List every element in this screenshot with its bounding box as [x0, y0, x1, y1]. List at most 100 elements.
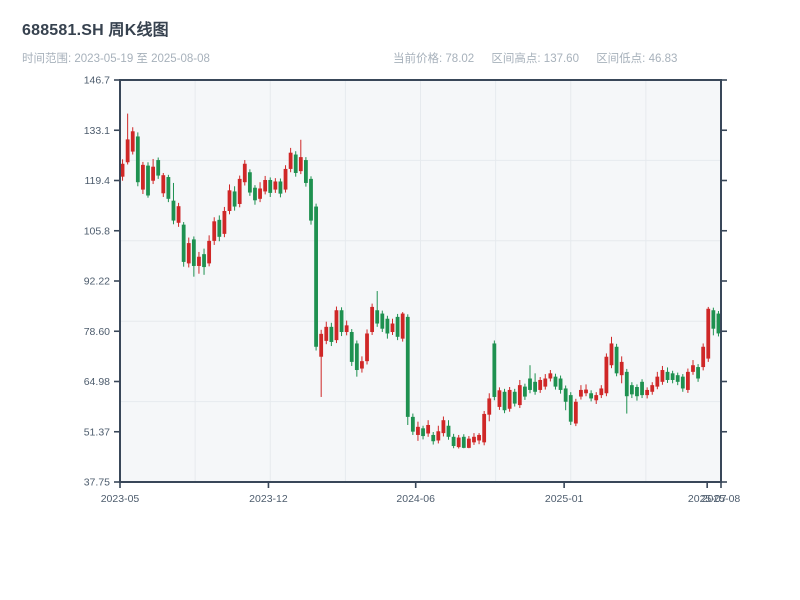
- candle-body: [273, 181, 278, 190]
- candle-down: [309, 176, 313, 225]
- candle-up: [360, 356, 364, 373]
- candle-down: [304, 157, 308, 187]
- candle-up: [237, 175, 242, 208]
- candle-body: [441, 420, 446, 434]
- candle-down: [589, 390, 594, 402]
- candle-body: [395, 316, 400, 337]
- candle-up: [472, 433, 476, 445]
- candle-down: [405, 314, 410, 425]
- candle-down: [314, 203, 318, 351]
- candle-body: [227, 190, 232, 211]
- candle-body: [416, 426, 420, 435]
- y-tick-label: 37.75: [84, 477, 110, 489]
- candle-body: [146, 165, 150, 196]
- candle-up: [619, 356, 624, 384]
- candle-body: [528, 378, 532, 390]
- candle-down: [191, 236, 196, 277]
- candle-body: [706, 308, 711, 359]
- candle-up: [242, 160, 247, 186]
- candle-body: [161, 175, 166, 194]
- candle-body: [349, 332, 354, 362]
- candle-down: [614, 343, 619, 377]
- candle-up: [645, 387, 650, 399]
- candle-up: [482, 410, 487, 446]
- candle-body: [283, 168, 288, 190]
- candle-body: [186, 243, 191, 264]
- candle-up: [584, 384, 588, 397]
- candle-down: [247, 169, 252, 196]
- candle-body: [512, 391, 517, 404]
- candle-down: [395, 313, 400, 341]
- candle-up: [609, 336, 614, 369]
- candle-up: [594, 392, 599, 404]
- range-low: 区间低点: 46.83: [596, 53, 678, 65]
- candle-down: [146, 162, 150, 198]
- candle-body: [324, 326, 329, 341]
- candle-body: [258, 188, 262, 199]
- candle-body: [314, 206, 318, 347]
- candle-down: [640, 379, 644, 399]
- candle-down: [232, 186, 237, 211]
- candle-down: [166, 174, 171, 203]
- candle-up: [538, 377, 543, 393]
- candle-down: [523, 383, 527, 400]
- candle-body: [120, 163, 125, 177]
- candle-body: [242, 163, 247, 183]
- candle-down: [629, 382, 634, 399]
- candle-up: [701, 343, 706, 371]
- candle-up: [151, 158, 156, 185]
- candle-down: [293, 151, 298, 177]
- candle-down: [354, 340, 359, 377]
- candle-up: [370, 303, 375, 335]
- candle-up: [400, 312, 405, 342]
- candle-up: [466, 436, 471, 449]
- candle-up: [416, 421, 420, 441]
- candle-body: [594, 395, 599, 401]
- x-tick-label: 2023-05: [101, 493, 140, 505]
- candle-up: [426, 420, 431, 437]
- candle-body: [141, 164, 145, 190]
- y-tick-label: 119.4: [85, 175, 111, 187]
- candle-up: [456, 434, 461, 449]
- candle-body: [212, 221, 217, 241]
- candle-down: [181, 222, 186, 267]
- candle-down: [217, 215, 222, 242]
- candle-up: [579, 385, 583, 400]
- candle-body: [619, 361, 624, 376]
- candle-down: [635, 384, 639, 401]
- candle-body: [629, 385, 634, 395]
- candle-body: [247, 172, 252, 193]
- candle-down: [446, 420, 451, 440]
- candle-down: [253, 185, 257, 205]
- candle-down: [711, 307, 716, 336]
- candle-body: [517, 385, 522, 406]
- candle-down: [563, 385, 568, 411]
- y-tick-label: 51.37: [84, 426, 110, 438]
- candle-body: [125, 139, 130, 163]
- candle-up: [685, 368, 690, 393]
- candle-up: [273, 178, 278, 193]
- candle-body: [431, 434, 436, 442]
- candle-body: [558, 378, 563, 390]
- candle-up: [263, 175, 268, 195]
- candle-down: [268, 177, 273, 197]
- current-price: 当前价格: 78.02: [393, 53, 475, 65]
- candle-body: [523, 386, 527, 397]
- candle-up: [650, 382, 655, 395]
- candle-up: [120, 159, 125, 181]
- candle-up: [390, 318, 395, 335]
- x-tick-label: 2025-01: [545, 493, 584, 505]
- candle-up: [573, 398, 578, 427]
- candle-body: [604, 356, 609, 394]
- candle-body: [456, 437, 461, 448]
- time-range-label: 时间范围: 2023-05-19 至 2025-08-08: [22, 53, 210, 65]
- candle-body: [375, 310, 380, 324]
- candle-up: [334, 306, 339, 344]
- candle-body: [400, 313, 405, 339]
- candle-body: [202, 254, 206, 268]
- candle-up: [212, 217, 217, 245]
- candle-body: [568, 395, 573, 422]
- candle-up: [365, 329, 369, 365]
- x-tick-label: 2025-07: [688, 493, 727, 505]
- candle-up: [706, 306, 711, 362]
